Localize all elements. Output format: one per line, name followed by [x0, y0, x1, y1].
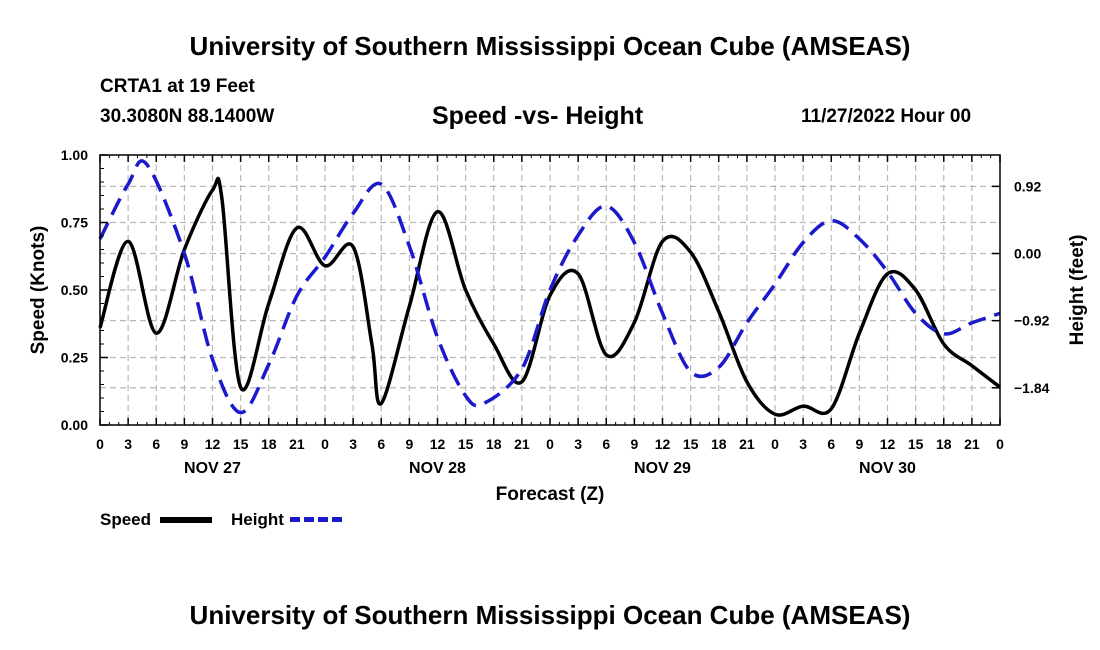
y-tick-label: 0.75	[61, 215, 88, 231]
x-tick-label: 9	[630, 436, 638, 452]
speed-series-line	[98, 176, 1002, 417]
x-tick-label: 3	[124, 436, 132, 452]
date-label: NOV 29	[634, 460, 691, 477]
x-tick-label: 6	[827, 436, 835, 452]
x-tick-label: 6	[152, 436, 160, 452]
legend-speed-label: Speed	[100, 510, 152, 529]
x-tick-label: 0	[96, 436, 104, 452]
x-tick-label: 21	[514, 436, 530, 452]
legend-height-swatch	[290, 517, 342, 522]
x-tick-label: 15	[458, 436, 474, 452]
date-label: NOV 30	[859, 460, 916, 477]
main-title: University of Southern Mississippi Ocean…	[189, 31, 911, 61]
station-label: CRTA1 at 19 Feet	[100, 76, 255, 97]
x-tick-label: 21	[289, 436, 305, 452]
date-label: NOV 28	[409, 460, 466, 477]
x-tick-label: 12	[205, 436, 221, 452]
x-tick-label: 9	[180, 436, 188, 452]
x-tick-label: 12	[655, 436, 671, 452]
forecast-datetime: 11/27/2022 Hour 00	[801, 106, 972, 127]
y-tick-label: 0.00	[61, 417, 88, 433]
x-tick-label: 12	[430, 436, 446, 452]
y2-axis-label: Height (feet)	[1067, 235, 1088, 346]
x-tick-label: 0	[546, 436, 554, 452]
y-tick-label: 0.50	[61, 282, 88, 298]
x-tick-label: 3	[574, 436, 582, 452]
x-tick-label: 18	[711, 436, 727, 452]
x-tick-label: 18	[486, 436, 502, 452]
y2-tick-label: −0.92	[1014, 313, 1050, 329]
x-tick-label: 15	[908, 436, 924, 452]
x-tick-label: 21	[964, 436, 980, 452]
y-tick-label: 0.25	[61, 350, 88, 366]
x-tick-label: 18	[936, 436, 952, 452]
x-tick-label: 6	[377, 436, 385, 452]
coordinates-label: 30.3080N 88.1400W	[100, 106, 275, 127]
chart-title: Speed -vs- Height	[432, 102, 644, 130]
footer-title: University of Southern Mississippi Ocean…	[189, 600, 911, 630]
legend-speed-swatch	[160, 517, 212, 523]
x-tick-label: 12	[880, 436, 896, 452]
y2-tick-label: 0.00	[1014, 246, 1041, 262]
x-tick-label: 9	[405, 436, 413, 452]
y-tick-label: 1.00	[61, 147, 88, 163]
x-tick-label: 21	[739, 436, 755, 452]
x-tick-label: 0	[771, 436, 779, 452]
legend-height-label: Height	[231, 510, 284, 529]
x-tick-label: 3	[349, 436, 357, 452]
x-tick-label: 9	[855, 436, 863, 452]
y2-tick-label: 0.92	[1014, 178, 1041, 194]
grid-lines	[100, 155, 1000, 425]
y-axis-label: Speed (Knots)	[28, 226, 49, 355]
x-tick-label: 15	[683, 436, 699, 452]
axis-ticks: 0 3 6 9 12 15 18 21 0 3 6 9 12 15 18 21 0 3 6 9 12 15 18 21 0 3 6 9…	[61, 147, 1050, 477]
series-layer	[98, 159, 1002, 417]
x-tick-label: 15	[233, 436, 249, 452]
height-series-line	[98, 159, 1001, 415]
date-label: NOV 27	[184, 460, 241, 477]
x-tick-label: 0	[321, 436, 329, 452]
x-tick-label: 18	[261, 436, 277, 452]
x-tick-label: 3	[799, 436, 807, 452]
x-tick-label: 6	[602, 436, 610, 452]
x-tick-label: 0	[996, 436, 1004, 452]
x-axis-label: Forecast (Z)	[496, 484, 605, 505]
y2-tick-label: −1.84	[1014, 380, 1050, 396]
